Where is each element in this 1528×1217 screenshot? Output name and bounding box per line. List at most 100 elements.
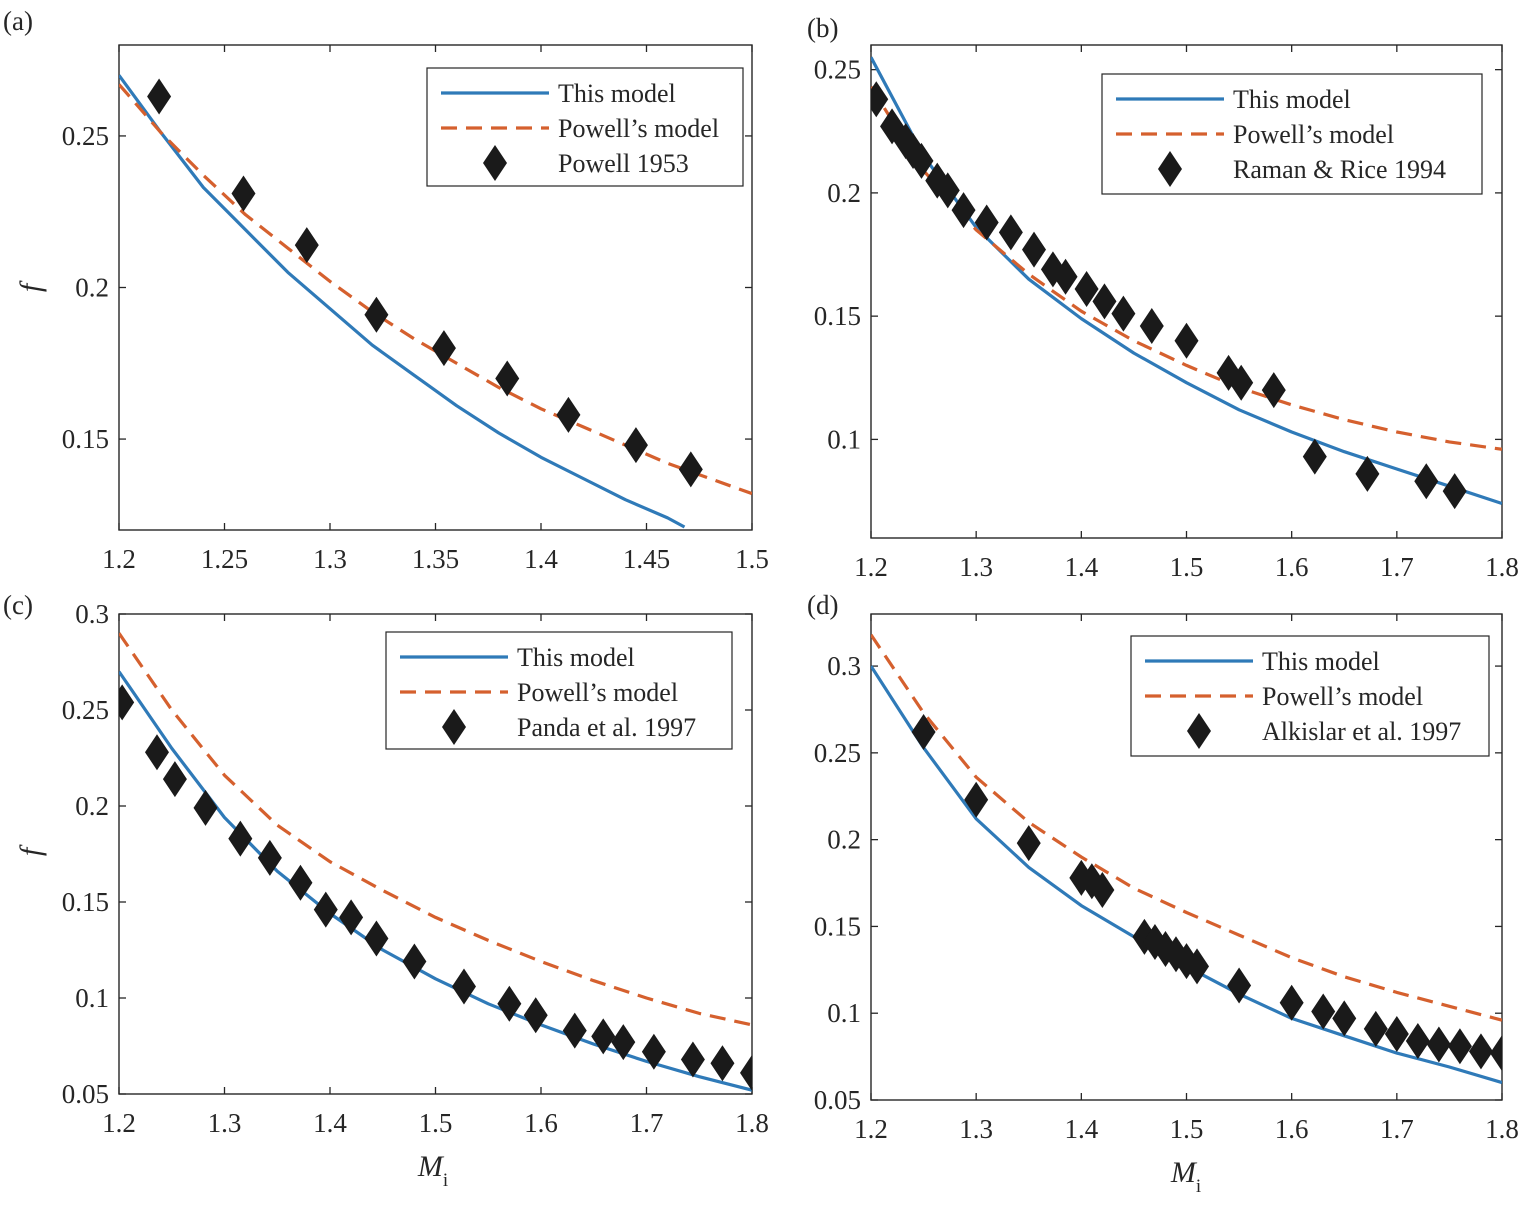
panel-label: (c) — [3, 590, 33, 620]
panel-c: 1.2 1.3 1.4 1.5 1.6 1.7 1.8 0.05 0.1 0.15 0.2 0.25 0… — [3, 590, 769, 1191]
data-point — [1022, 231, 1047, 268]
x-tick-label: 1.5 — [735, 544, 769, 574]
data-point — [313, 891, 338, 928]
x-tick-label: 1.5 — [1170, 552, 1204, 582]
data-point — [591, 1018, 616, 1055]
x-tick-label: 1.4 — [1064, 1114, 1098, 1144]
data-point — [1414, 463, 1439, 500]
x-tick-label: 1.7 — [1380, 1114, 1414, 1144]
data-point — [964, 781, 989, 818]
y-tick-label: 0.1 — [827, 998, 861, 1028]
data-point — [909, 142, 934, 179]
data-point — [1468, 1033, 1493, 1070]
legend-label: This model — [517, 643, 635, 672]
x-axis-label: Mi — [417, 1150, 448, 1191]
data-point — [193, 789, 218, 826]
data-point — [1016, 825, 1041, 862]
data-point — [998, 214, 1023, 251]
x-tick-label: 1.45 — [623, 544, 670, 574]
y-tick-label: 0.15 — [62, 887, 109, 917]
plot-area — [871, 633, 1502, 1085]
panel-d: 1.2 1.3 1.4 1.5 1.6 1.7 1.8 0.05 0.1 0.15 0.2 0.25 0… — [807, 590, 1519, 1197]
data-point — [1442, 473, 1467, 510]
data-point — [402, 943, 427, 980]
data-point — [339, 899, 364, 936]
y-tick-label: 0.1 — [827, 424, 861, 454]
legend-marker — [442, 709, 466, 745]
data-point — [294, 227, 319, 264]
data-point — [1261, 372, 1286, 409]
x-tick-label: 1.6 — [1275, 1114, 1309, 1144]
series-line-dashed — [119, 632, 752, 1027]
x-axis-label-subscript: i — [1196, 1176, 1201, 1197]
y-tick-label: 0.05 — [62, 1079, 109, 1109]
data-point — [1332, 1000, 1357, 1037]
x-tick-label: 1.7 — [630, 1108, 664, 1138]
x-axis-label: Mi — [1170, 1156, 1201, 1197]
x-axis-label-subscript: i — [443, 1170, 448, 1191]
x-tick-label: 1.3 — [959, 1114, 993, 1144]
x-tick-label: 1.4 — [313, 1108, 347, 1138]
data-point — [431, 330, 456, 367]
data-point — [147, 78, 172, 115]
data-point — [911, 714, 936, 751]
x-tick-label: 1.8 — [1485, 1114, 1519, 1144]
data-point — [1090, 871, 1115, 908]
data-point — [678, 451, 703, 488]
series-line-solid — [119, 670, 752, 1092]
y-tick-label: 0.15 — [814, 301, 861, 331]
legend-marker — [1187, 713, 1211, 749]
x-tick-label: 1.3 — [208, 1108, 242, 1138]
legend-label: Panda et al. 1997 — [517, 713, 696, 742]
y-tick-label: 0.05 — [814, 1085, 861, 1115]
panel-label: (a) — [3, 6, 33, 36]
data-point — [1311, 993, 1336, 1030]
legend: This model Powell’s model Powell 1953 — [426, 67, 744, 187]
data-point — [1426, 1026, 1451, 1063]
data-point — [1185, 948, 1210, 985]
series-line-dashed — [871, 633, 1502, 1022]
data-point — [364, 296, 389, 333]
x-tick-label: 1.6 — [524, 1108, 558, 1138]
legend-label: Powell 1953 — [558, 149, 689, 178]
series-line-solid — [871, 56, 1502, 506]
y-tick-label: 0.15 — [62, 424, 109, 454]
data-point — [1053, 258, 1078, 295]
legend-label: Powell’s model — [558, 114, 719, 143]
data-point — [710, 1045, 735, 1082]
data-point — [1405, 1022, 1430, 1059]
x-axis-label-main: M — [417, 1150, 445, 1183]
x-tick-label: 1.3 — [959, 552, 993, 582]
data-point — [288, 864, 313, 901]
legend: This model Powell’s model Raman & Rice 199… — [1101, 73, 1483, 195]
legend-label: This model — [1262, 647, 1380, 676]
data-point — [1229, 364, 1254, 401]
panel-label: (b) — [807, 13, 838, 43]
legend-label: This model — [1233, 85, 1351, 114]
x-tick-label: 1.2 — [854, 552, 888, 582]
x-tick-label: 1.2 — [102, 544, 136, 574]
series-line-dashed — [871, 86, 1502, 451]
legend-marker — [483, 145, 507, 181]
x-tick-label: 1.5 — [419, 1108, 453, 1138]
data-point — [1174, 322, 1199, 359]
data-point — [1111, 295, 1136, 332]
data-point — [144, 734, 169, 771]
data-point — [1279, 984, 1304, 1021]
plot-area — [871, 56, 1502, 510]
series-line-solid — [119, 74, 686, 529]
data-point — [1355, 455, 1380, 492]
x-tick-label: 1.5 — [1170, 1114, 1204, 1144]
panel-label: (d) — [807, 590, 838, 620]
panel-b: 1.2 1.3 1.4 1.5 1.6 1.7 1.8 0.1 0.15 0.2 0.25 (b) Th… — [807, 13, 1519, 582]
data-point — [364, 920, 389, 957]
legend: This model Powell’s model Alkislar et al. … — [1130, 635, 1490, 757]
plot-area — [119, 74, 752, 529]
data-point — [257, 839, 282, 876]
y-tick-label: 0.25 — [814, 55, 861, 85]
legend-marker — [1158, 151, 1182, 187]
legend-label: Raman & Rice 1994 — [1233, 155, 1446, 184]
x-axis-label-main: M — [1170, 1156, 1198, 1189]
data-point — [495, 360, 520, 397]
